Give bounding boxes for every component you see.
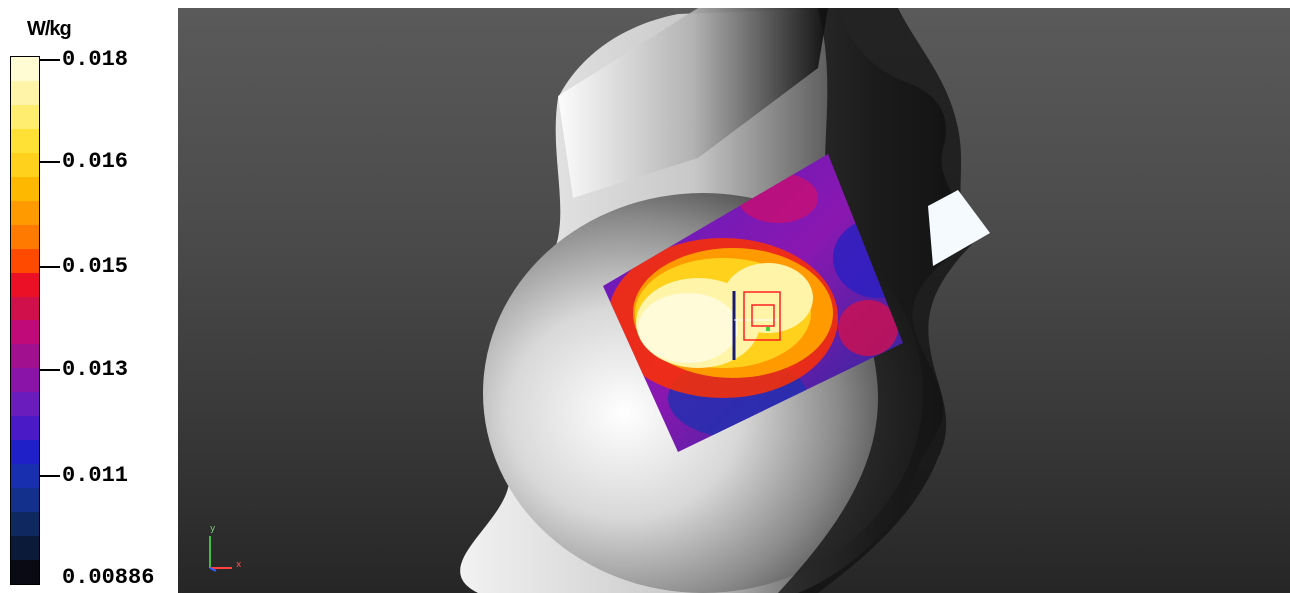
legend-tick-label: 0.00886: [62, 565, 155, 590]
x-axis-label: x: [236, 560, 242, 570]
legend-unit-label: W/kg: [27, 18, 72, 40]
legend-tick-mark: [40, 475, 60, 477]
axis-triad: y x: [204, 524, 254, 574]
colorbar-segment: [11, 104, 39, 129]
legend-tick-mark: [40, 369, 60, 371]
legend-tick-label: 0.018: [62, 47, 129, 72]
colorbar-segment: [11, 248, 39, 273]
colorbar-segment: [11, 416, 39, 441]
colorbar-segment: [11, 392, 39, 417]
colorbar-segment: [11, 560, 39, 584]
colorbar-segment: [11, 464, 39, 489]
colorbar-segment: [11, 200, 39, 225]
colorbar-segment: [11, 440, 39, 465]
3d-viewport[interactable]: y x: [178, 8, 1290, 593]
sar-scan-area: [603, 154, 903, 452]
legend-tick-label: 0.016: [62, 149, 129, 174]
colorbar-segment: [11, 536, 39, 561]
legend-tick-label: 0.015: [62, 254, 129, 279]
side-plane: [928, 190, 990, 266]
legend-tick-mark: [40, 161, 60, 163]
y-axis-label: y: [210, 524, 216, 534]
colorbar-segment: [11, 368, 39, 393]
colorbar-segment: [11, 488, 39, 513]
colorbar-segment: [11, 512, 39, 537]
phantom-scene: [460, 8, 990, 593]
color-legend: W/kg 0.018 0.016 0.015 0.013 0.011 0.008…: [0, 0, 178, 593]
legend-tick-label: 0.013: [62, 357, 129, 382]
colorbar-segment: [11, 152, 39, 177]
phantom-shoulder: [558, 8, 828, 198]
colorbar-segment: [11, 296, 39, 321]
z-axis-line: [209, 567, 217, 572]
colorbar: [10, 56, 40, 585]
legend-tick-label: 0.011: [62, 463, 129, 488]
colorbar-segment: [11, 272, 39, 297]
probe-markers: [732, 291, 781, 360]
colorbar-segment: [11, 224, 39, 249]
colorbar-segment: [11, 176, 39, 201]
colorbar-segment: [11, 128, 39, 153]
colorbar-segment: [11, 344, 39, 369]
colorbar-segment: [11, 80, 39, 105]
colorbar-segment: [11, 57, 39, 81]
legend-tick-mark: [40, 59, 60, 61]
legend-tick-mark: [40, 266, 60, 268]
colorbar-segment: [11, 320, 39, 345]
axis-triad-graphic: [209, 536, 232, 572]
